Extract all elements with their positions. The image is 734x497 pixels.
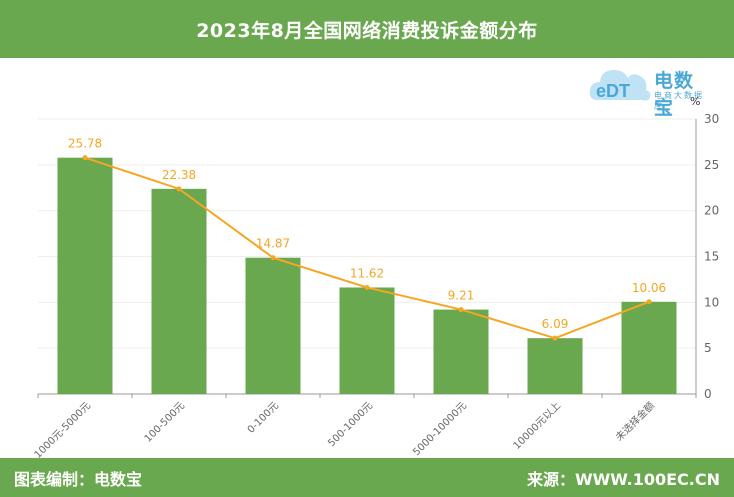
- data-label: 9.21: [448, 289, 475, 303]
- bar: [527, 338, 583, 394]
- data-label: 25.78: [68, 137, 102, 151]
- x-tick-label: 100-500元: [143, 400, 187, 444]
- x-tick-label: 未选择金额: [613, 399, 658, 444]
- bar-line-chart: 0 5 10 15 20 25 30% 25.78 22.38 14.87 11.62 9.21 6.0…: [33, 95, 720, 458]
- bar: [339, 287, 395, 394]
- y-tick-label: 15: [704, 250, 719, 264]
- bar: [245, 257, 301, 394]
- logo-subtitle: 电商大数据库: [654, 91, 704, 111]
- header-bar: 2023年8月全国网络消费投诉金额分布: [0, 0, 734, 58]
- line-point: [82, 155, 88, 161]
- cloud-logo-icon: eDT: [589, 70, 651, 101]
- data-label: 6.09: [542, 317, 569, 331]
- line-point: [552, 335, 558, 341]
- data-label: 10.06: [632, 281, 666, 295]
- line-point: [270, 255, 276, 261]
- y-tick-label: 20: [704, 204, 719, 218]
- line-point: [646, 299, 652, 305]
- logo-mark: eDT: [596, 81, 630, 101]
- y-tick-label: 25: [704, 158, 719, 172]
- line-point: [458, 307, 464, 313]
- x-tick-label: 5000-10000元: [411, 400, 469, 458]
- y-tick-label: 30: [704, 112, 719, 126]
- footer-bar: 图表编制：电数宝 来源：WWW.100EC.CN: [0, 458, 734, 497]
- data-label: 11.62: [350, 266, 384, 280]
- bar: [433, 309, 489, 394]
- y-unit-label: %: [690, 95, 700, 108]
- bar: [57, 157, 113, 394]
- x-tick-label: 500-1000元: [326, 400, 375, 449]
- footer-source: 来源：WWW.100EC.CN: [526, 469, 720, 489]
- y-tick-label: 5: [704, 341, 712, 355]
- line-point: [364, 284, 370, 290]
- line-point: [176, 186, 182, 192]
- data-label: 22.38: [162, 168, 196, 182]
- x-tick-label: 10000元以上: [511, 400, 563, 452]
- y-tick-label: 10: [704, 295, 719, 309]
- bar: [621, 301, 677, 394]
- y-tick-label: 0: [704, 387, 712, 401]
- logo-brand: 电数宝: [654, 70, 695, 119]
- page-title: 2023年8月全国网络消费投诉金额分布: [196, 19, 538, 42]
- footer-credit: 图表编制：电数宝: [14, 469, 143, 489]
- data-label: 14.87: [256, 237, 290, 251]
- x-tick-label: 0-100元: [246, 400, 281, 435]
- x-tick-label: 1000元-5000元: [33, 400, 93, 458]
- logo: eDT 电数宝 电商大数据库: [588, 62, 708, 119]
- bar: [151, 188, 207, 394]
